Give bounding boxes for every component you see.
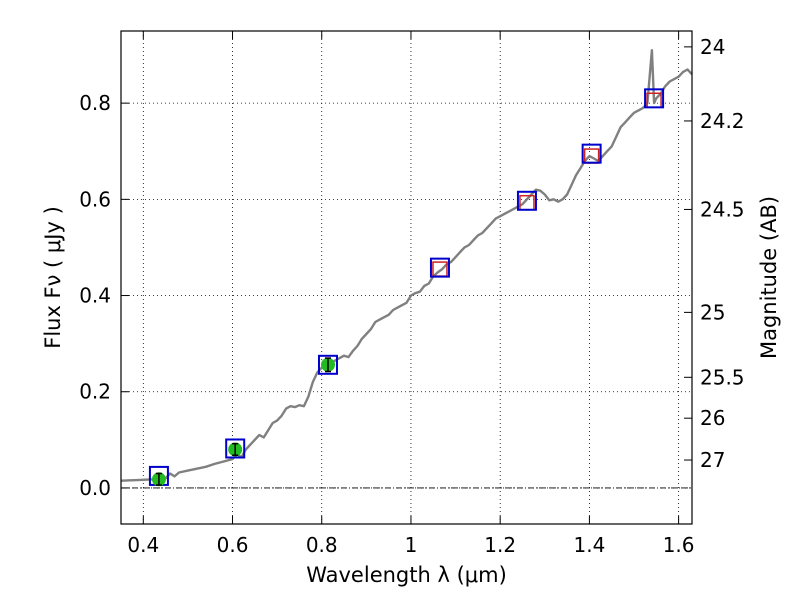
plot-frame	[120, 30, 693, 525]
spectrum-series	[120, 49, 693, 482]
y2-tick-label: 24.2	[700, 109, 745, 133]
y2-tick-label: 24.5	[700, 197, 745, 221]
spectrum-line	[120, 49, 693, 482]
y2-tick-label: 27	[700, 448, 725, 472]
model-flux-square	[317, 354, 338, 375]
y-tick-label: 0.0	[79, 476, 111, 500]
x-tick-label: 1.2	[484, 533, 516, 557]
model-flux-square	[581, 143, 602, 164]
x-tick-label: 0.6	[217, 533, 249, 557]
model-flux-square	[644, 88, 665, 109]
x-tick-label: 1.4	[573, 533, 605, 557]
x-axis-label: Wavelength λ (μm)	[306, 563, 507, 587]
y-tick-label: 0.2	[79, 380, 111, 404]
x-tick-label: 0.8	[306, 533, 338, 557]
axis-ticks: 0.4 0.6 0.8 1 1.2 1.4 1.6 0.0 0.2 0.4 0.6 0.8 24 24.2…	[79, 31, 745, 557]
grid	[121, 31, 692, 524]
y-axis-label: Flux Fν ( μJy )	[41, 206, 65, 349]
model-flux-square	[429, 257, 450, 278]
x-tick-label: 1.6	[663, 533, 695, 557]
y2-tick-label: 24	[700, 35, 725, 59]
y2-tick-label: 25	[700, 300, 725, 324]
y2-axis-label: Magnitude (AB)	[757, 196, 781, 359]
y2-tick-label: 25.5	[700, 365, 745, 389]
y-tick-label: 0.6	[79, 187, 111, 211]
x-tick-label: 1	[405, 533, 418, 557]
model-flux-square	[516, 190, 537, 211]
y-tick-label: 0.4	[79, 284, 111, 308]
y-tick-label: 0.8	[79, 91, 111, 115]
y2-tick-label: 26	[700, 406, 725, 430]
photometry-marks	[148, 88, 665, 487]
model-flux-square	[225, 438, 246, 459]
x-tick-label: 0.4	[127, 533, 159, 557]
